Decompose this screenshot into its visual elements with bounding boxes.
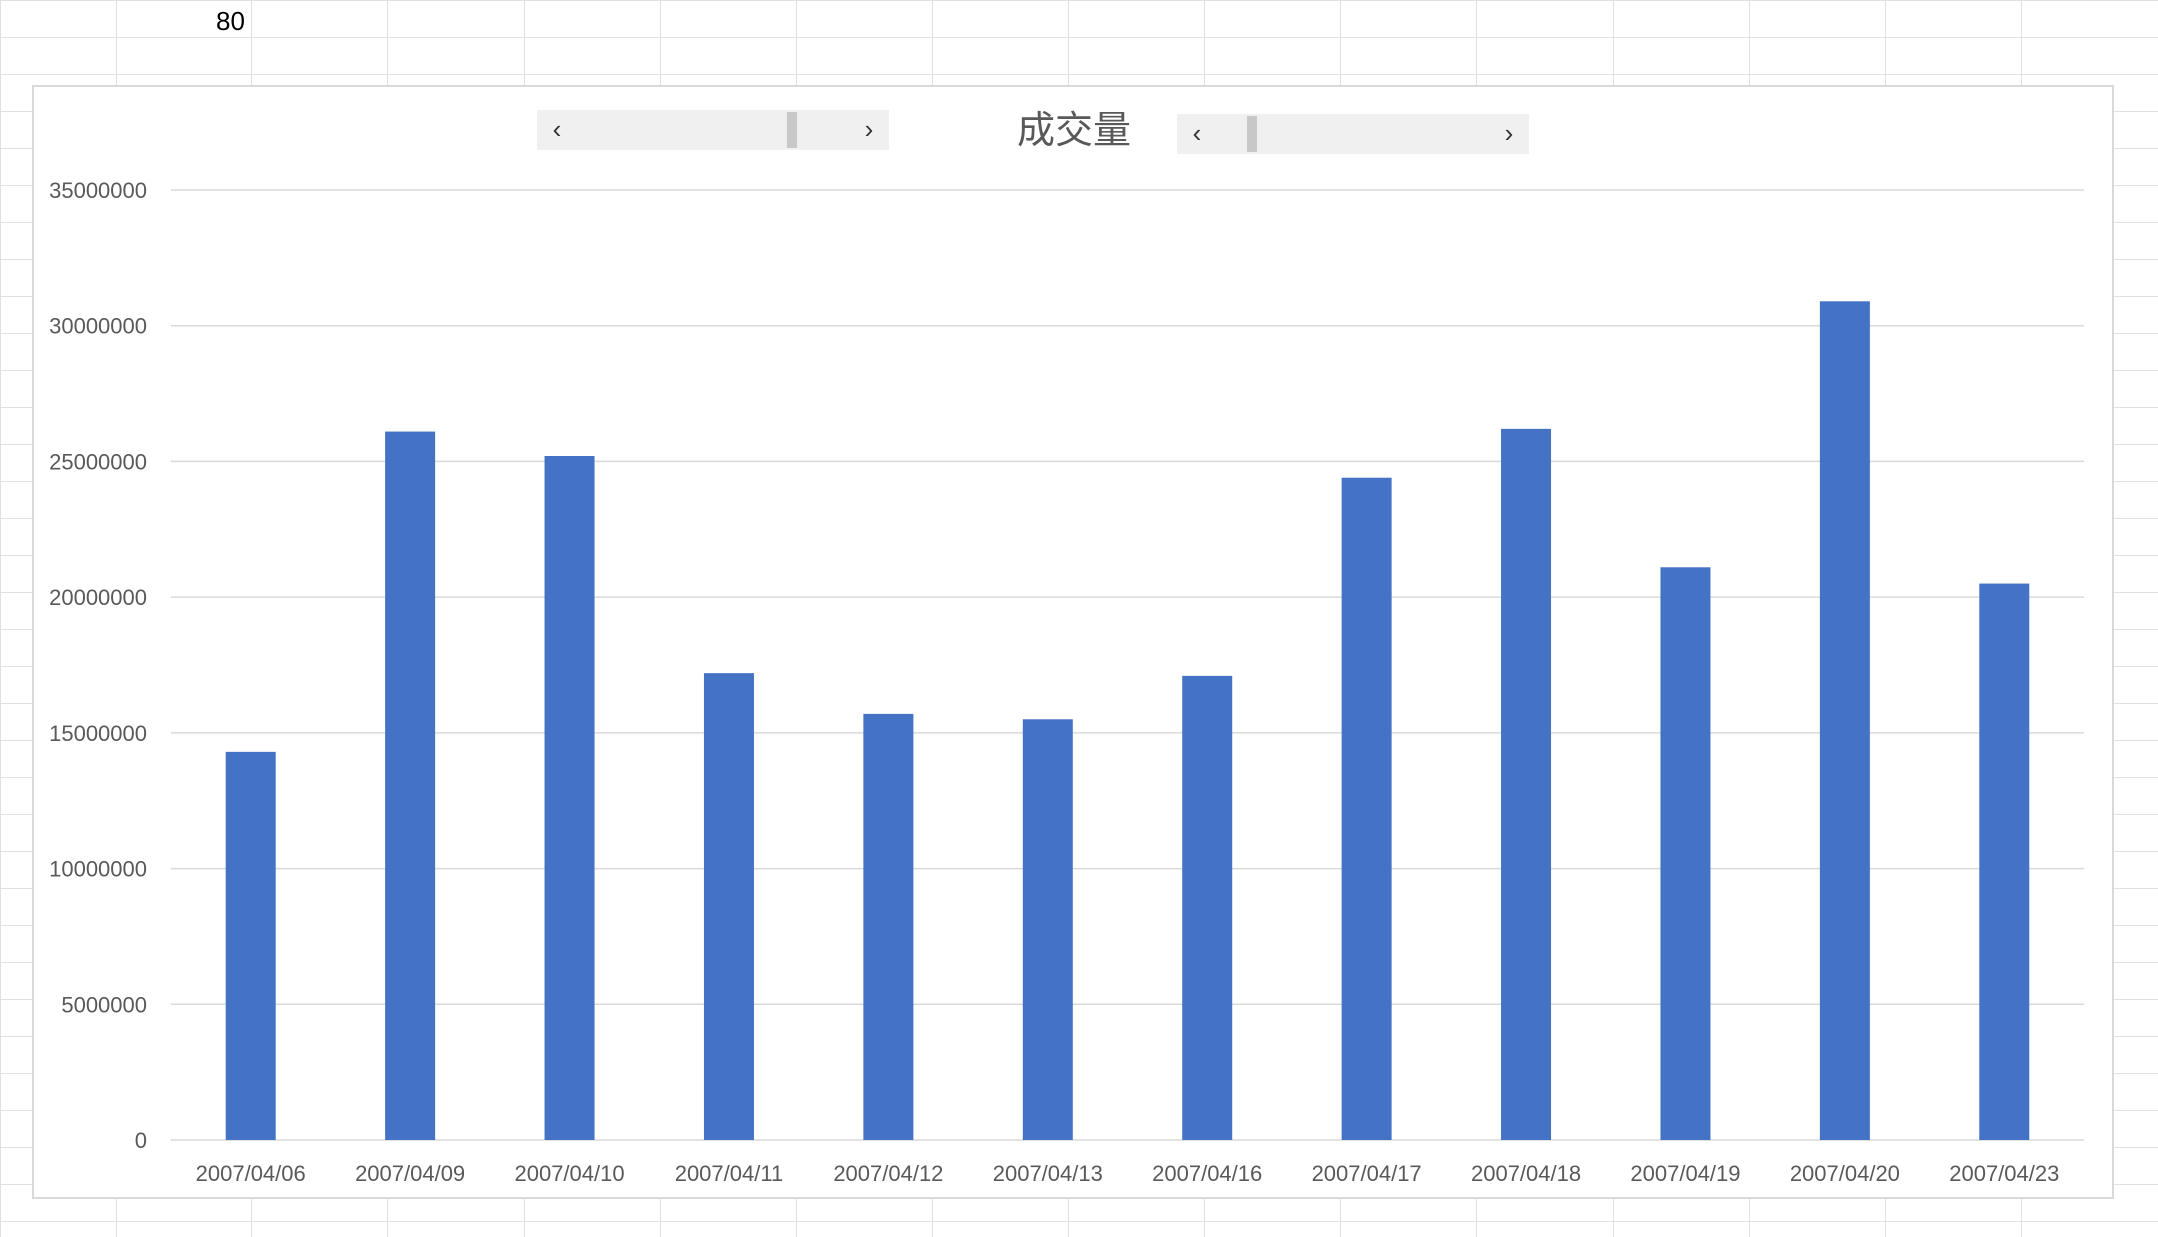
bar[interactable] [1182,675,1233,1140]
x-tick-label: 2007/04/10 [514,1161,624,1186]
y-tick-label: 20000000 [49,585,147,610]
chart-area[interactable]: 0 5000000 10000000 15000000 20000000 25000000… [32,85,2114,1199]
x-tick-label: 2007/04/23 [1949,1161,2059,1186]
bar[interactable] [703,673,754,1140]
bar[interactable] [863,713,914,1140]
x-tick-label: 2007/04/18 [1471,1161,1581,1186]
x-tick-label: 2007/04/17 [1312,1161,1422,1186]
x-tick-label: 2007/04/13 [993,1161,1103,1186]
bar[interactable] [1819,301,1870,1140]
bar[interactable] [1501,428,1552,1140]
y-tick-label: 35000000 [49,178,147,203]
scroll-thumb[interactable] [1247,116,1257,152]
y-tick-label: 0 [135,1128,147,1153]
x-tick-label: 2007/04/06 [196,1161,306,1186]
bar[interactable] [225,751,276,1140]
y-tick-label: 30000000 [49,314,147,339]
bar[interactable] [544,456,595,1140]
chart-title: 成交量 [1016,110,1131,152]
scroll-left-arrow-icon[interactable]: ‹ [552,114,562,144]
bar[interactable] [1341,477,1392,1140]
y-tick-label: 25000000 [49,449,147,474]
x-tick-label: 2007/04/20 [1790,1161,1900,1186]
x-tick-label: 2007/04/16 [1152,1161,1262,1186]
bar[interactable] [1022,719,1073,1140]
x-tick-label: 2007/04/09 [355,1161,465,1186]
scroll-left-arrow-icon[interactable]: ‹ [1192,118,1202,148]
cell-value[interactable]: 80 [216,6,245,36]
bar[interactable] [385,431,436,1141]
x-tick-label: 2007/04/11 [675,1161,783,1186]
y-tick-label: 15000000 [49,721,147,746]
y-tick-label: 5000000 [61,992,147,1017]
scrollbar-right[interactable]: ‹ › [1177,114,1529,154]
y-tick-label: 10000000 [49,857,147,882]
x-tick-label: 2007/04/19 [1630,1161,1740,1186]
x-tick-label: 2007/04/12 [833,1161,943,1186]
bar-chart: 0 5000000 10000000 15000000 20000000 25000000… [49,178,2084,1186]
scroll-thumb[interactable] [787,112,797,148]
scrollbar-left[interactable]: ‹ › [537,110,889,150]
bar[interactable] [1979,583,2030,1140]
scroll-right-arrow-icon[interactable]: › [1504,118,1514,148]
scroll-right-arrow-icon[interactable]: › [864,114,874,144]
bar[interactable] [1660,567,1711,1140]
